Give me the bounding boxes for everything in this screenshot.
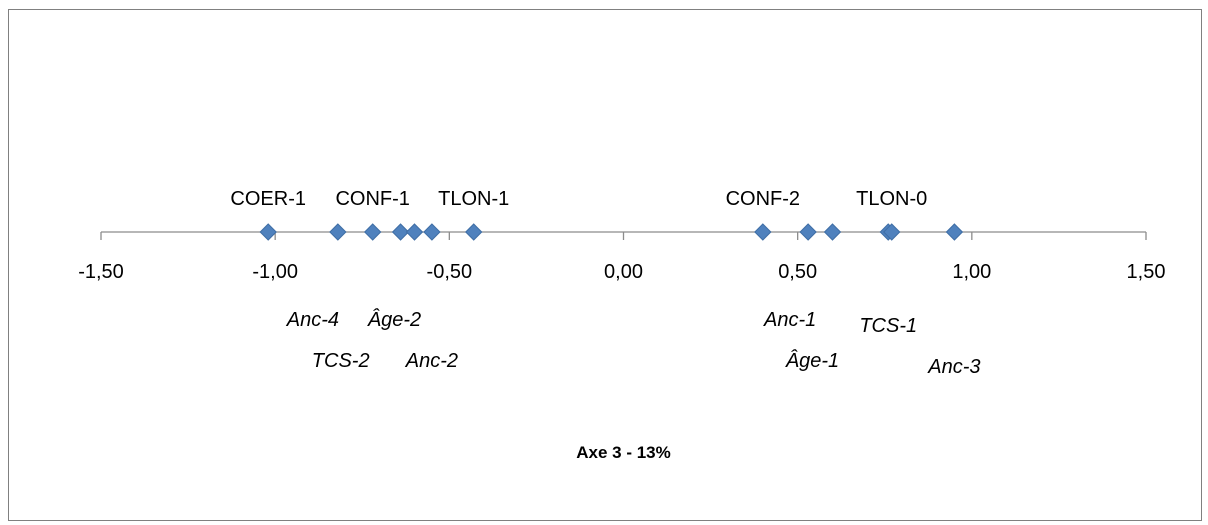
x-tick-label: -0,50: [427, 261, 473, 283]
data-point-label: Anc-3: [927, 356, 980, 378]
data-point-label: TLON-1: [438, 188, 509, 210]
data-point-labels: COER-1 CONF-1 TLON-1 CONF-2 TLON-0 Anc-4 TCS-2…: [230, 188, 980, 378]
data-point: [883, 223, 901, 241]
x-tick-label: -1,50: [78, 261, 124, 283]
x-tick-label: 1,50: [1127, 261, 1166, 283]
data-point: [329, 223, 347, 241]
data-point-label: Anc-4: [286, 309, 339, 331]
data-point: [799, 223, 817, 241]
data-point: [823, 223, 842, 241]
data-point: [405, 223, 424, 241]
data-point-label: Âge-2: [367, 308, 421, 331]
data-point: [754, 223, 772, 241]
data-point: [363, 223, 382, 241]
data-point: [391, 223, 410, 241]
x-axis-title: Axe 3 - 13%: [576, 443, 671, 462]
x-axis-tick-labels: -1,50 -1,00 -0,50 0,00 0,50 1,00 1,50: [78, 261, 1165, 283]
chart-area: -1,50 -1,00 -0,50 0,00 0,50 1,00 1,50 COER-1 CO…: [8, 9, 1202, 521]
data-points: [259, 223, 964, 241]
data-point-label: COER-1: [230, 188, 306, 210]
data-point: [945, 223, 964, 241]
data-point-label: Anc-1: [763, 309, 816, 331]
data-point-label: TCS-2: [312, 350, 370, 372]
data-point: [423, 223, 441, 241]
data-point: [465, 223, 483, 241]
data-point-label: TCS-1: [859, 315, 917, 337]
x-tick-label: 0,00: [604, 261, 643, 283]
x-tick-label: -1,00: [252, 261, 298, 283]
x-axis-ticks: [100, 232, 1147, 240]
data-point-label: CONF-2: [726, 188, 800, 210]
chart-plot: -1,50 -1,00 -0,50 0,00 0,50 1,00 1,50 COER-1 CO…: [78, 188, 1165, 462]
data-point-label: Anc-2: [405, 350, 458, 372]
data-point-label: Âge-1: [785, 349, 839, 372]
data-point: [259, 223, 277, 241]
x-tick-label: 1,00: [952, 261, 991, 283]
data-point-label: CONF-1: [335, 188, 409, 210]
x-tick-label: 0,50: [778, 261, 817, 283]
data-point-label: TLON-0: [856, 188, 927, 210]
